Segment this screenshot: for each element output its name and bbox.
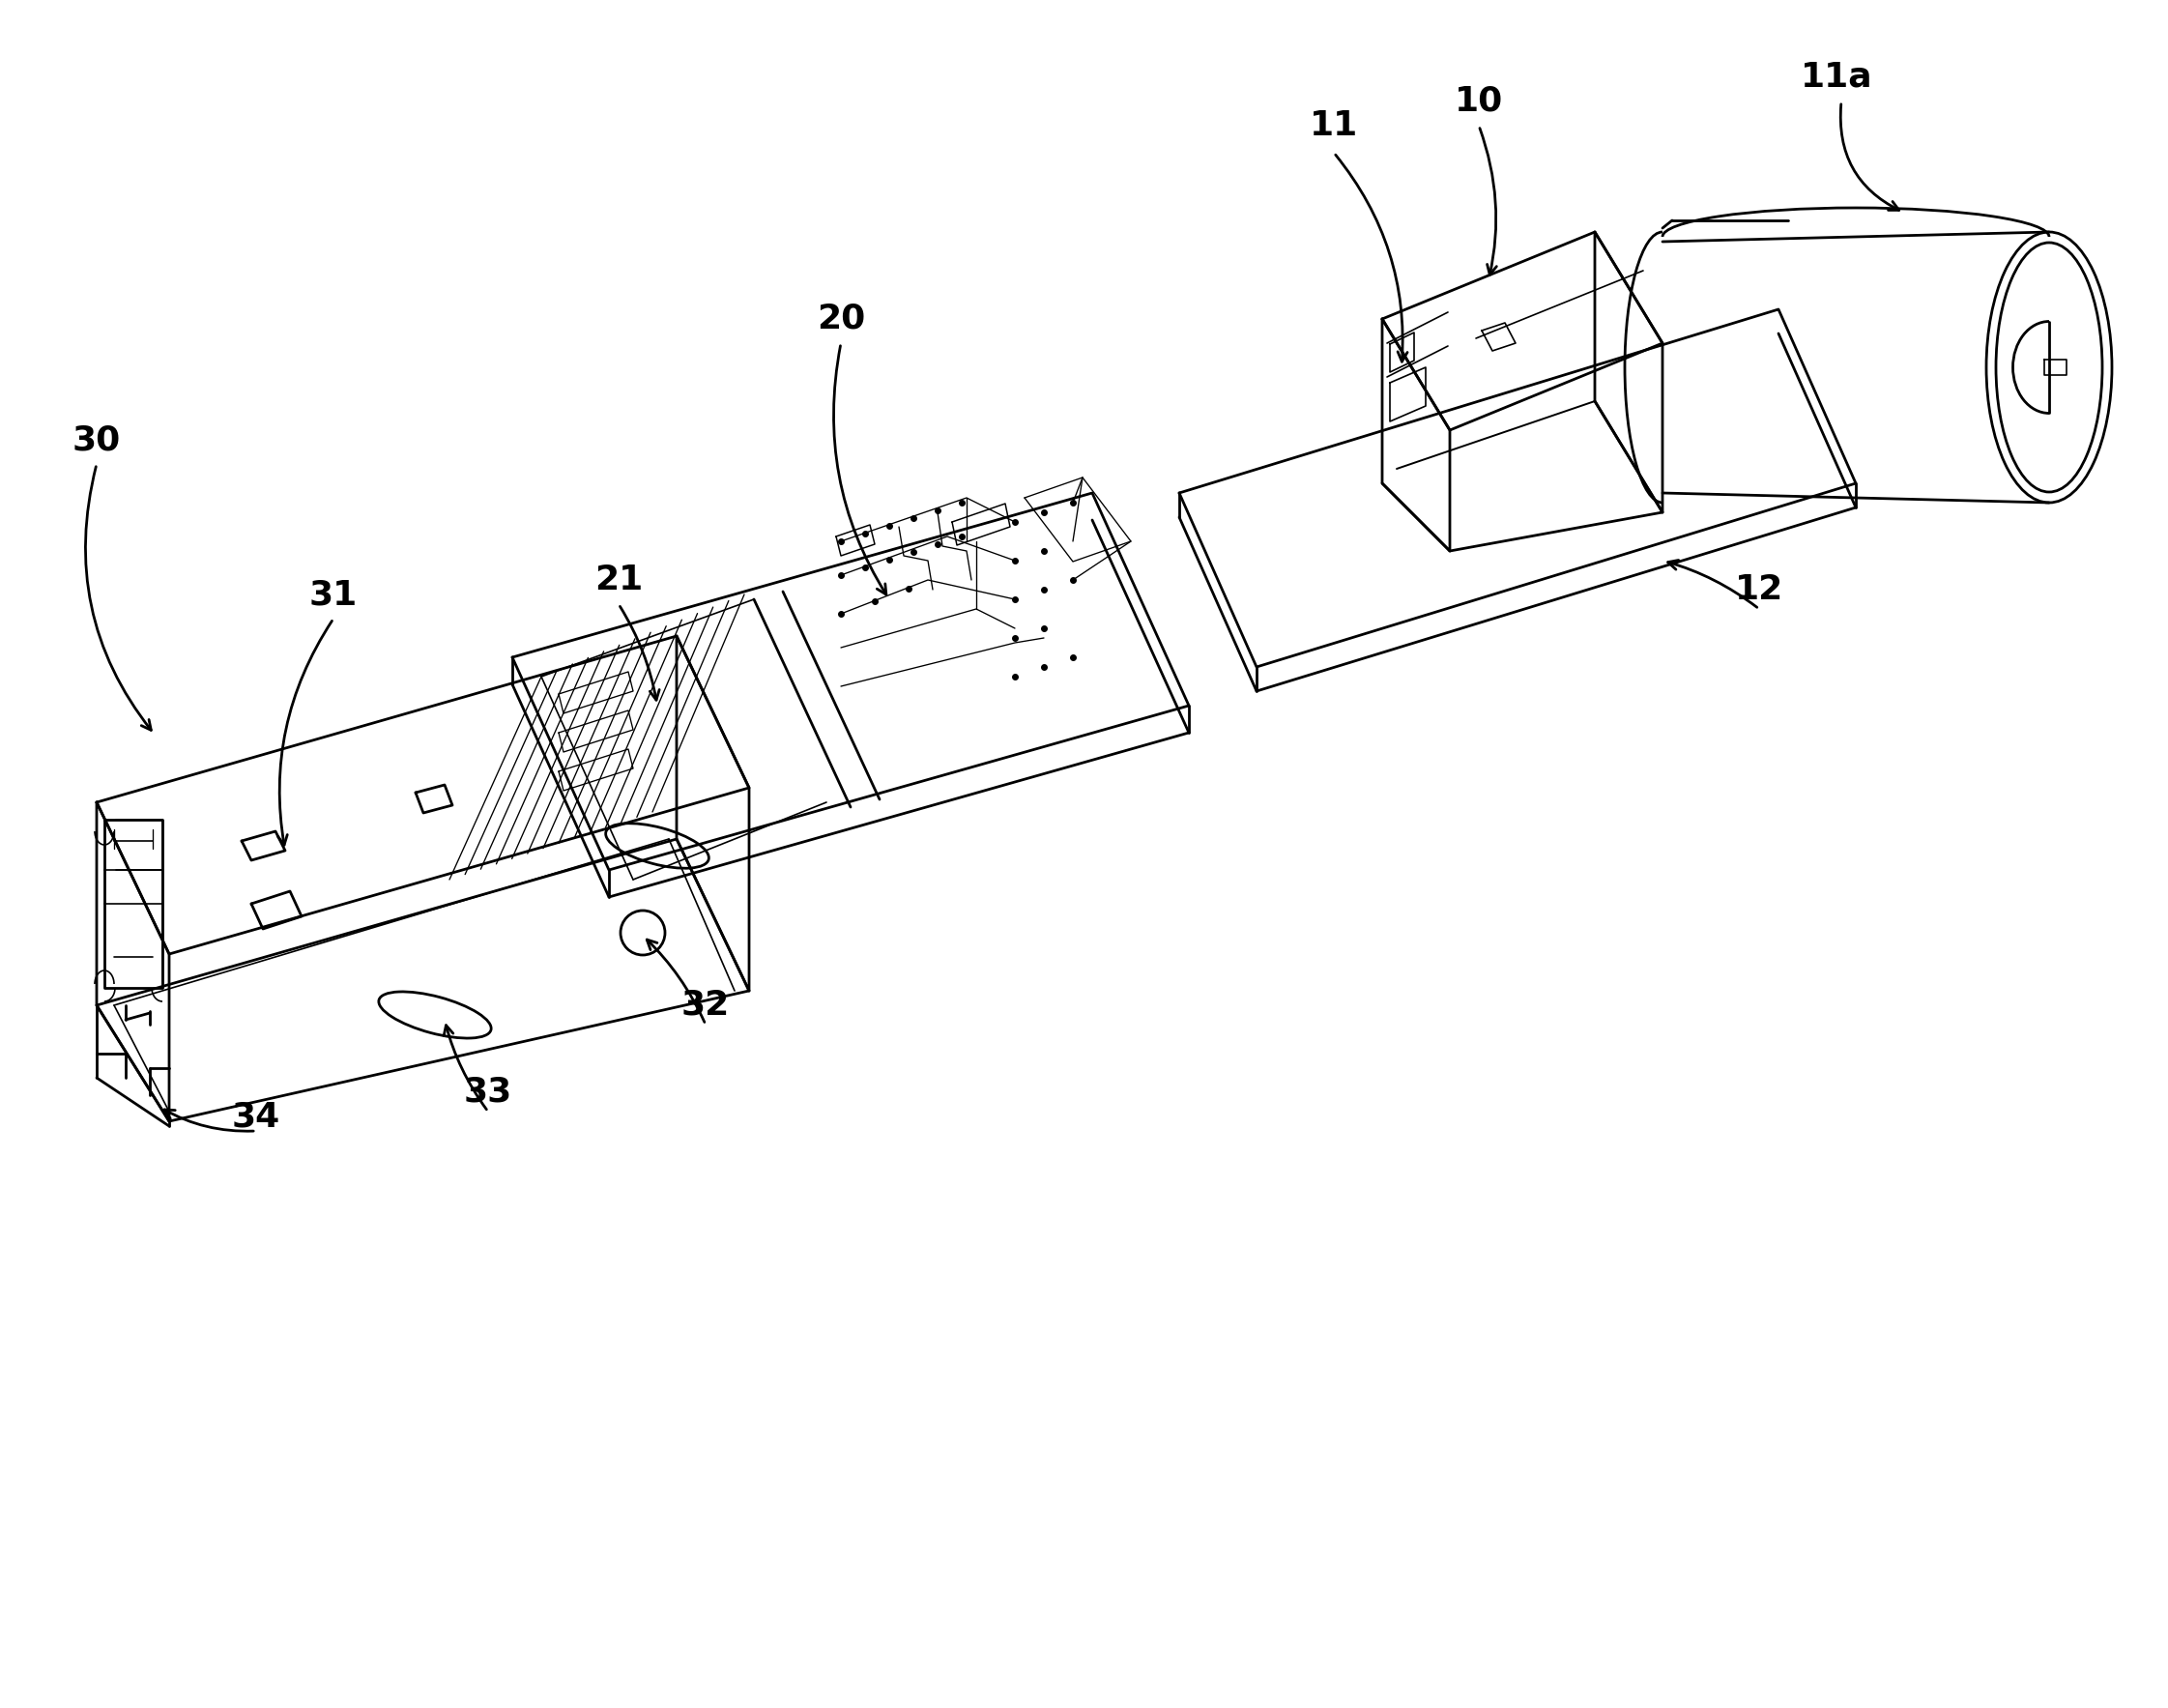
Text: 11a: 11a [1799,61,1873,94]
Text: 20: 20 [817,302,865,335]
Text: 12: 12 [1734,574,1784,606]
Text: 11: 11 [1309,109,1357,142]
Text: 30: 30 [72,424,121,456]
Text: 34: 34 [232,1100,280,1132]
Text: 10: 10 [1455,85,1502,118]
Text: 21: 21 [594,564,644,596]
Text: 31: 31 [310,577,358,611]
Text: 33: 33 [464,1076,512,1108]
Text: 32: 32 [681,989,731,1021]
